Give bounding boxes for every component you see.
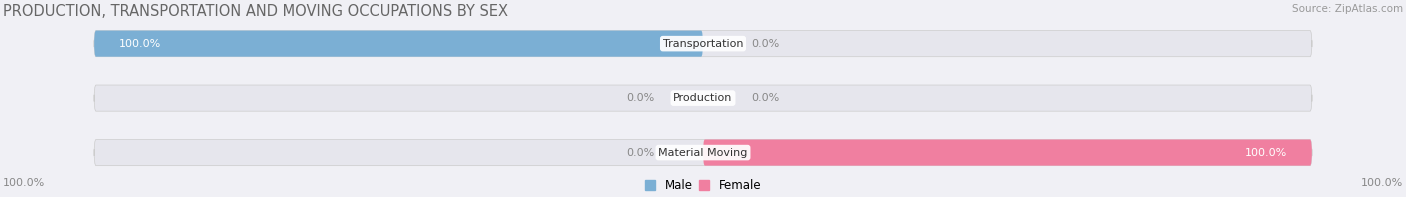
Text: 0.0%: 0.0% [626,148,654,158]
FancyBboxPatch shape [94,31,703,57]
Text: Source: ZipAtlas.com: Source: ZipAtlas.com [1292,4,1403,14]
Text: 100.0%: 100.0% [118,39,160,49]
Text: 100.0%: 100.0% [1246,148,1288,158]
Text: PRODUCTION, TRANSPORTATION AND MOVING OCCUPATIONS BY SEX: PRODUCTION, TRANSPORTATION AND MOVING OC… [3,4,508,20]
FancyBboxPatch shape [703,139,1312,166]
FancyBboxPatch shape [94,31,1312,57]
Text: 0.0%: 0.0% [626,93,654,103]
Text: Transportation: Transportation [662,39,744,49]
Text: 0.0%: 0.0% [752,93,780,103]
Text: 100.0%: 100.0% [3,177,45,188]
Legend: Male, Female: Male, Female [640,175,766,197]
FancyBboxPatch shape [94,139,1312,166]
Text: 100.0%: 100.0% [1361,177,1403,188]
Text: 0.0%: 0.0% [752,39,780,49]
FancyBboxPatch shape [94,85,1312,111]
Text: Material Moving: Material Moving [658,148,748,158]
Text: Production: Production [673,93,733,103]
